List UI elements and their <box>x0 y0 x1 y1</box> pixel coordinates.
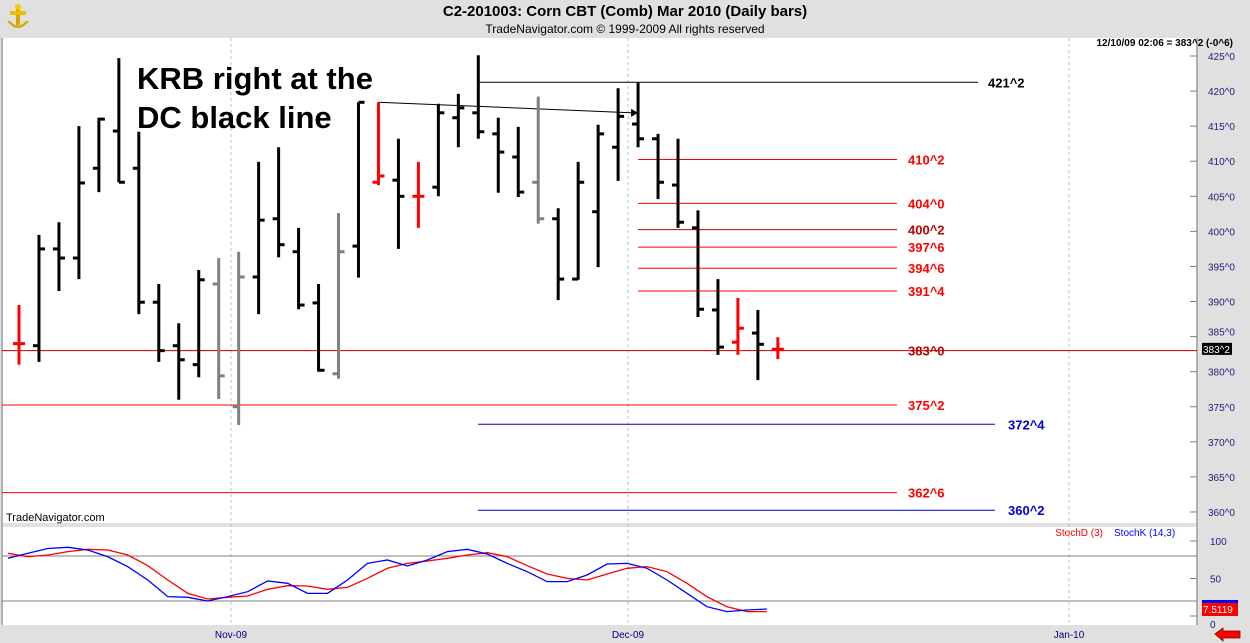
stoch-last-badge <box>1202 603 1238 616</box>
level-label: 391^4 <box>908 284 945 299</box>
y-tick-label: 365^0 <box>1208 473 1235 484</box>
chart-title: C2-201003: Corn CBT (Comb) Mar 2010 (Dai… <box>442 3 808 20</box>
price-bar <box>372 102 385 186</box>
price-bar <box>392 138 405 249</box>
price-bar <box>432 103 445 197</box>
price-bar <box>672 138 685 228</box>
y-tick-label: 370^0 <box>1208 438 1235 449</box>
stochk-last-marker <box>1202 600 1238 603</box>
price-bar <box>272 147 285 258</box>
y-tick-label: 420^0 <box>1208 87 1235 98</box>
price-bar <box>731 298 744 355</box>
level-label: 404^0 <box>908 196 945 211</box>
price-bar <box>292 227 305 310</box>
price-bar <box>612 88 625 181</box>
y-tick-label: 385^0 <box>1208 328 1235 339</box>
level-label: 372^4 <box>1008 417 1045 432</box>
scroll-right-arrow-icon[interactable] <box>1214 627 1241 642</box>
price-bar <box>632 81 645 148</box>
y-tick-label: 380^0 <box>1208 368 1235 379</box>
price-bar <box>232 251 245 425</box>
level-label: 362^6 <box>908 486 945 501</box>
price-bar <box>172 323 185 400</box>
level-label: 397^6 <box>908 240 945 255</box>
y-tick-label: 395^0 <box>1208 262 1235 273</box>
price-bar <box>112 58 125 184</box>
price-bar <box>512 126 525 198</box>
stoch-last-label: 7.5119 <box>1203 605 1233 616</box>
price-bar <box>452 93 465 148</box>
stochk-line <box>7 546 767 613</box>
price-bar <box>13 305 25 365</box>
trendline <box>378 101 635 114</box>
price-bar <box>152 283 165 362</box>
price-bar <box>532 96 545 224</box>
price-bar <box>332 213 345 379</box>
y-tick-label: 415^0 <box>1208 122 1235 133</box>
annotation-line-2: DC black line <box>137 100 332 135</box>
price-bar <box>352 100 365 278</box>
price-bar <box>711 279 724 355</box>
price-bar <box>72 126 85 280</box>
annotation-line-1: KRB right at the <box>137 61 373 96</box>
level-label: 421^2 <box>988 75 1025 90</box>
price-bar <box>691 210 704 317</box>
legend-stochk: StochK (14,3) <box>1114 528 1175 539</box>
y-tick-label: 375^0 <box>1208 403 1235 414</box>
price-bar <box>751 309 764 381</box>
stoch-y-tick-label: 100 <box>1210 537 1227 548</box>
level-label: 410^2 <box>908 152 945 167</box>
y-tick-label: 405^0 <box>1208 192 1235 203</box>
last-price-label: 383^2 <box>1203 345 1230 356</box>
price-bar <box>572 161 585 281</box>
price-bar <box>552 208 565 301</box>
y-tick-label: 400^0 <box>1208 227 1235 238</box>
level-label: 360^2 <box>1008 503 1045 518</box>
price-bar <box>771 337 784 360</box>
y-tick-label: 390^0 <box>1208 298 1235 309</box>
x-tick-label: Nov-09 <box>215 630 248 641</box>
chart-subtitle: TradeNavigator.com © 1999-2009 All right… <box>485 22 765 36</box>
price-bar <box>412 161 425 228</box>
y-tick-label: 410^0 <box>1208 157 1235 168</box>
y-tick-label: 360^0 <box>1208 508 1235 519</box>
trendline-arrowhead-icon <box>631 108 639 117</box>
price-bar <box>212 258 225 400</box>
level-label: 383^0 <box>908 344 945 359</box>
stoch-y-tick-label: 0 <box>1210 620 1216 631</box>
price-bar <box>592 124 605 268</box>
price-bar <box>92 117 105 193</box>
price-bar <box>492 117 505 193</box>
legend-stochd: StochD (3) <box>1055 528 1103 539</box>
x-tick-label: Dec-09 <box>612 630 645 641</box>
y-tick-label: 425^0 <box>1208 52 1235 63</box>
level-label: 400^2 <box>908 223 945 238</box>
price-bar <box>132 131 145 315</box>
watermark-text: TradeNavigator.com <box>6 512 105 524</box>
x-tick-label: Jan-10 <box>1054 630 1085 641</box>
stoch-y-tick-label: 50 <box>1210 575 1222 586</box>
price-bar <box>192 269 205 378</box>
price-bar <box>32 234 45 362</box>
last-price-badge <box>1202 342 1232 355</box>
level-label: 375^2 <box>908 398 945 413</box>
price-bar <box>472 55 485 139</box>
price-bar <box>52 222 65 292</box>
level-label: 394^6 <box>908 261 945 276</box>
quote-readout: 12/10/09 02:06 = 383^2 (-0^6) <box>1097 38 1234 49</box>
price-bar <box>252 161 265 315</box>
price-bar <box>312 283 325 372</box>
tradenavigator-logo-icon <box>4 3 32 33</box>
price-bar <box>652 133 665 200</box>
